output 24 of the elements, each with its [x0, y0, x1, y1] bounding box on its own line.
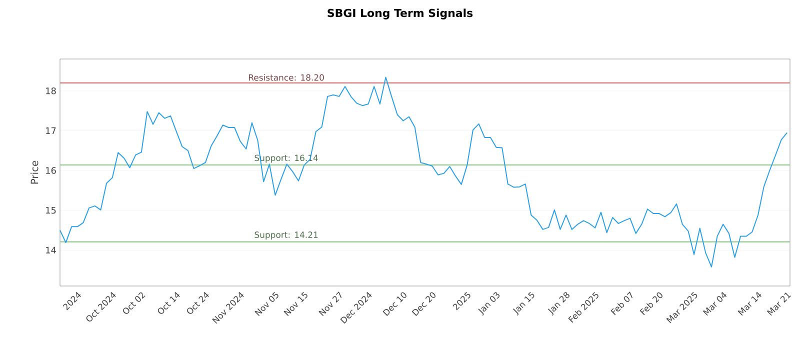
x-tick-label: Mar 04 [702, 292, 727, 316]
y-tick-label: 16 [46, 167, 56, 174]
x-tick-label: Oct 24 [187, 292, 209, 314]
x-tick-label: Mar 14 [738, 292, 762, 316]
y-tick-label: 14 [46, 246, 56, 254]
x-tick-label: Feb 20 [640, 292, 662, 316]
x-tick-label: Oct 14 [158, 292, 180, 314]
x-tick-label: Oct 02 [123, 292, 146, 314]
ref-line-label: Resistance: 18.20 [248, 74, 324, 81]
y-tick-label: 15 [46, 207, 56, 214]
y-tick-label: 17 [46, 127, 56, 134]
x-tick-label: Jan 28 [548, 292, 570, 316]
y-axis-title: Price [30, 160, 38, 184]
x-tick-label: Dec 10 [382, 292, 406, 316]
x-tick-label: Nov 05 [254, 292, 278, 316]
x-tick-label: Nov 27 [318, 292, 342, 316]
y-tick-label: 18 [46, 87, 56, 94]
x-tick-label: Jan 03 [478, 292, 500, 316]
x-tick-label: Mar 21 [766, 292, 791, 316]
ref-line-label: Support: 14.21 [254, 232, 318, 240]
x-tick-label: Jan 15 [512, 292, 534, 316]
chart-title: SBGI Long Term Signals [328, 8, 473, 20]
x-tick-label: Feb 07 [610, 292, 632, 316]
x-tick-label: Dec 20 [412, 292, 436, 316]
